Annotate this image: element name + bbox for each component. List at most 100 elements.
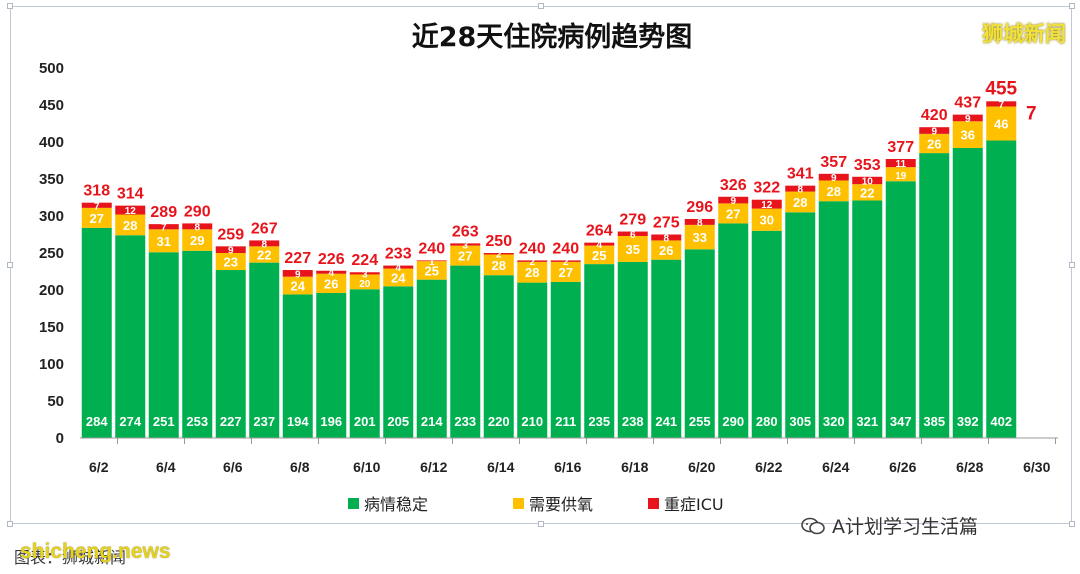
bar-oxygen [919,133,950,154]
bar-stable [349,289,380,438]
label-total: 279 [619,212,646,229]
resize-handle-bottom-left[interactable] [7,521,13,527]
label-oxygen: 28 [525,265,539,280]
label-oxygen: 28 [123,218,137,233]
resize-handle-left[interactable] [7,262,13,268]
label-icu: 4 [328,268,334,279]
bar-oxygen [215,253,246,271]
bar-icu [684,218,715,225]
label-oxygen: 26 [927,136,941,151]
bar-stable [81,227,112,438]
bar-stable [215,270,246,438]
bar-stable [986,140,1017,438]
label-total: 275 [653,215,680,232]
label-stable: 196 [320,414,342,429]
bar-oxygen [718,203,749,224]
label-stable: 280 [756,414,778,429]
label-stable: 238 [622,414,644,429]
label-icu: 12 [761,200,773,211]
bar-icu [785,185,816,192]
bar-oxygen [952,121,983,148]
bar-stable [550,281,581,438]
bar-oxygen [986,106,1017,141]
bar-stable [517,282,548,438]
label-icu: 3 [362,269,368,280]
bar-icu [986,101,1017,107]
bar-icu [81,202,112,208]
label-icu: 8 [797,185,803,196]
x-tick-label: 6/24 [822,459,849,475]
bar-stable [919,153,950,438]
label-oxygen: 20 [359,279,371,290]
bar-icu [852,176,883,185]
label-total: 226 [318,251,345,268]
bar-icu [148,224,179,230]
bars-group: 2842773182742812314251317289253298290227… [81,78,1037,439]
bar-oxygen [885,167,916,182]
x-tick-label: 6/16 [554,459,581,475]
x-tick-label: 6/20 [688,459,715,475]
label-icu: 11 [895,159,906,170]
x-tick-label: 6/8 [290,459,310,475]
resize-handle-right[interactable] [1069,262,1075,268]
wechat-icon [801,517,825,534]
label-total: 289 [150,204,177,221]
label-oxygen: 24 [291,279,306,294]
bar-stable [483,275,514,438]
label-stable: 235 [588,414,610,429]
label-oxygen: 27 [90,211,104,226]
label-total: 240 [519,240,546,257]
label-total: 227 [284,250,311,267]
resize-handle-top-left[interactable] [7,3,13,9]
resize-handle-bottom[interactable] [538,521,544,527]
bar-oxygen [115,214,146,236]
label-total: 224 [351,252,378,269]
label-stable: 241 [655,414,677,429]
y-tick-label: 150 [39,319,64,336]
bar-oxygen [751,208,782,231]
x-tick-label: 6/2 [89,459,109,475]
bar-stable [952,147,983,439]
bar-icu [651,234,682,241]
bar-icu [483,253,514,255]
bar-icu [282,270,313,277]
label-icu: 1 [429,257,435,268]
label-oxygen: 23 [224,255,238,270]
label-stable: 233 [454,414,476,429]
y-tick-label: 400 [39,134,64,151]
label-icu: 3 [462,240,468,251]
bar-icu [249,240,280,247]
y-tick-label: 350 [39,171,64,188]
bar-oxygen [81,207,112,228]
resize-handle-top-right[interactable] [1069,3,1075,9]
bar-stable [818,201,849,438]
bar-icu [215,246,246,253]
bar-oxygen [349,274,380,290]
bar-oxygen [148,229,179,253]
source-label: 图表：狮城新闻 [14,548,127,567]
bar-icu [751,199,782,209]
label-oxygen: 22 [860,185,874,200]
bar-icu [349,272,380,275]
resize-handle-top[interactable] [538,3,544,9]
label-icu: 6 [630,230,636,241]
label-stable: 220 [488,414,510,429]
label-total: 322 [753,180,780,197]
label-oxygen: 31 [157,234,171,249]
bar-stable [282,294,313,438]
label-icu: 4 [596,240,602,251]
label-stable: 274 [119,414,141,429]
chart-frame [7,3,1075,527]
bar-icu [517,260,548,262]
label-stable: 211 [555,414,576,429]
bar-oxygen [383,268,414,287]
bar-icu [316,270,347,274]
bar-oxygen [483,254,514,276]
label-stable: 253 [186,414,208,429]
label-stable: 392 [957,414,979,429]
resize-handle-bottom-right[interactable] [1069,521,1075,527]
y-tick-label: 450 [39,97,64,114]
label-icu: 12 [125,206,137,217]
label-total: 314 [117,186,144,203]
